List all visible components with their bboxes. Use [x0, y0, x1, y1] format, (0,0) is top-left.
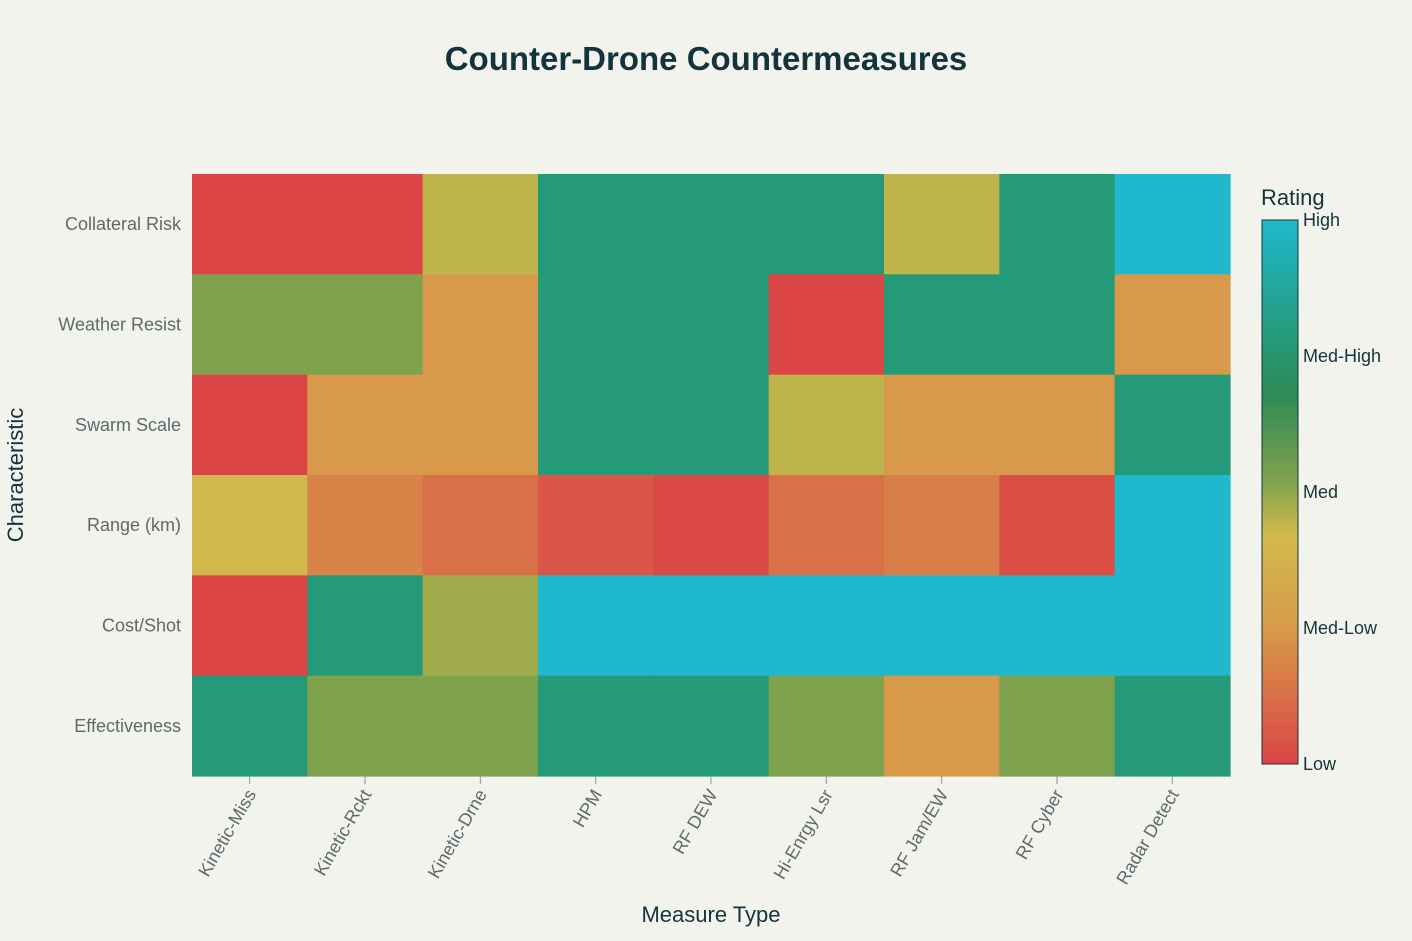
heatmap-cell	[768, 274, 885, 376]
heatmap-cell	[307, 675, 424, 777]
heatmap-cell	[884, 174, 1000, 275]
heatmap-cell	[422, 675, 539, 777]
heatmap-cell	[999, 575, 1116, 677]
heatmap-cell	[422, 174, 539, 275]
heatmap-cell	[422, 374, 539, 476]
y-axis-ticks: Collateral Risk Weather Resist Swarm Scale…	[58, 214, 182, 736]
heatmap-cell	[538, 374, 654, 476]
heatmap-cell	[307, 475, 424, 576]
colorbar-tick-label: Med-High	[1303, 346, 1381, 366]
heatmap-cell	[538, 675, 654, 777]
heatmap-cell	[192, 374, 308, 476]
heatmap-cell	[768, 575, 885, 677]
heatmap-cell	[538, 174, 654, 275]
heatmap-cell	[192, 675, 308, 777]
chart-title: Counter-Drone Countermeasures	[445, 40, 968, 77]
heatmap-cell	[1114, 475, 1231, 576]
colorbar	[1261, 219, 1299, 765]
x-tick-label: RF Cyber	[1012, 786, 1068, 863]
colorbar-tick-label: Low	[1303, 754, 1337, 774]
heatmap-cell	[884, 575, 1000, 677]
heatmap-cell	[768, 475, 885, 576]
heatmap-cells	[192, 174, 1231, 777]
heatmap-cell	[768, 174, 885, 275]
y-tick-label: Cost/Shot	[102, 616, 181, 636]
y-axis-title: Characteristic	[3, 408, 28, 542]
heatmap-cell	[884, 374, 1000, 476]
heatmap-cell	[538, 274, 654, 376]
heatmap-cell	[1114, 374, 1231, 476]
heatmap-cell	[999, 174, 1116, 275]
heatmap-cell	[307, 274, 424, 376]
heatmap-cell	[768, 374, 885, 476]
heatmap-cell	[307, 174, 424, 275]
heatmap-cell	[884, 475, 1000, 576]
heatmap-cell	[1114, 174, 1231, 275]
heatmap-cell	[1114, 575, 1231, 677]
heatmap-cell	[884, 274, 1000, 376]
heatmap-cell	[653, 174, 770, 275]
colorbar-tick-label: Med	[1303, 482, 1338, 502]
colorbar-tick-label: High	[1303, 210, 1340, 230]
heatmap-cell	[1114, 675, 1231, 777]
heatmap-cell	[999, 475, 1116, 576]
heatmap-cell	[653, 675, 770, 777]
y-tick-label: Weather Resist	[58, 315, 181, 335]
x-tick-label: Kinetic-Rckt	[310, 786, 375, 879]
heatmap-cell	[192, 575, 308, 677]
heatmap-cell	[422, 575, 539, 677]
heatmap-cell	[653, 475, 770, 576]
x-tick-label: Kinetic-Miss	[194, 786, 260, 880]
heatmap-cell	[1114, 274, 1231, 376]
heatmap-cell	[768, 675, 885, 777]
heatmap-cell	[653, 274, 770, 376]
heatmap-cell	[999, 274, 1116, 376]
x-tick-label: RF DEW	[669, 786, 722, 857]
heatmap-cell	[999, 374, 1116, 476]
x-tick-label: Radar Detect	[1112, 786, 1182, 888]
colorbar-tick-label: Med-Low	[1303, 618, 1378, 638]
y-tick-label: Collateral Risk	[65, 214, 182, 234]
x-tick-label: RF Jam/EW	[886, 786, 952, 880]
y-tick-label: Effectiveness	[74, 716, 181, 736]
heatmap-cell	[538, 475, 654, 576]
y-tick-label: Swarm Scale	[75, 415, 181, 435]
heatmap-cell	[653, 374, 770, 476]
heatmap-cell	[653, 575, 770, 677]
heatmap-cell	[999, 675, 1116, 777]
colorbar-ticks: Low Med-Low Med Med-High High	[1303, 210, 1381, 774]
y-tick-label: Range (km)	[87, 515, 181, 535]
heatmap-cell	[307, 575, 424, 677]
heatmap-cell	[192, 274, 308, 376]
heatmap-cell	[307, 374, 424, 476]
heatmap-cell	[538, 575, 654, 677]
heatmap-cell	[884, 675, 1000, 777]
x-tick-label: HPM	[569, 786, 606, 831]
heatmap-cell	[192, 475, 308, 576]
x-axis-title: Measure Type	[641, 902, 780, 927]
heatmap-cell	[192, 174, 308, 275]
heatmap-cell	[422, 274, 539, 376]
x-axis-ticks: Kinetic-Miss Kinetic-Rckt Kinetic-Drne HPM R…	[194, 776, 1183, 888]
colorbar-title: Rating	[1261, 185, 1325, 210]
x-tick-label: Kinetic-Drne	[424, 786, 491, 882]
heatmap-cell	[422, 475, 539, 576]
x-tick-label: Hi-Enrgy Lsr	[769, 786, 836, 883]
